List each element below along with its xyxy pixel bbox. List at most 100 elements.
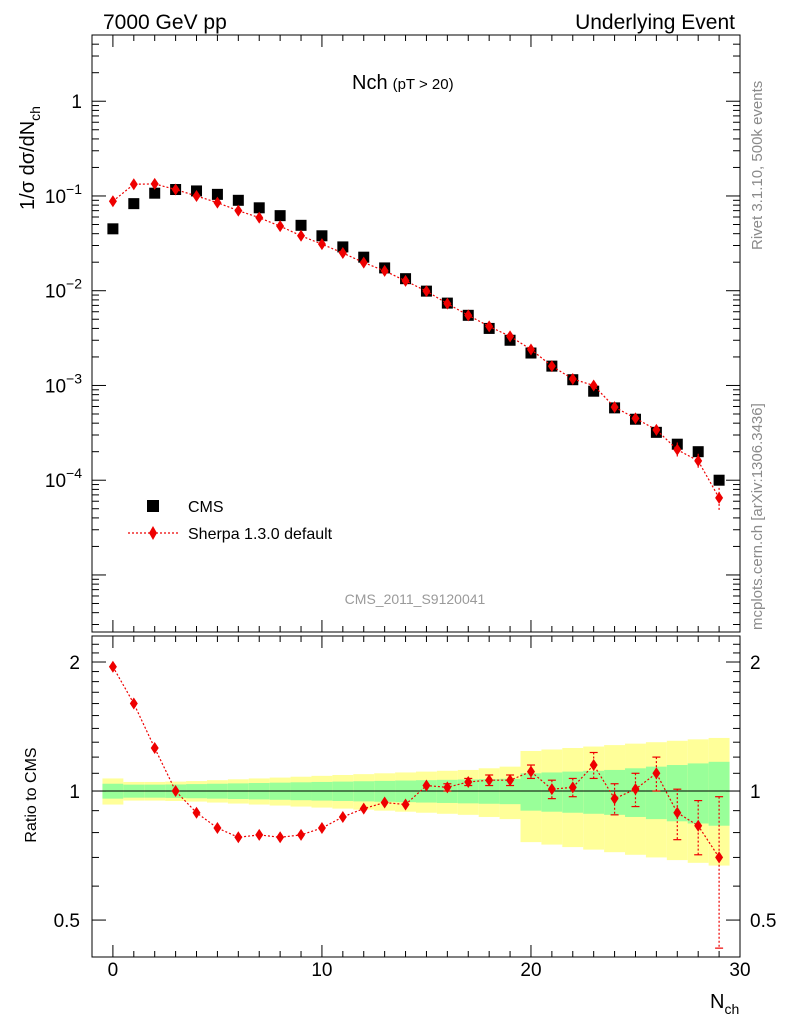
ratio-data-point: [526, 765, 535, 778]
sherpa-data-point: [255, 211, 264, 224]
sherpa-data-point: [192, 189, 201, 202]
ratio-data-point: [673, 806, 682, 819]
ratio-data-point: [255, 828, 264, 841]
legend-cms-label: CMS: [188, 499, 224, 516]
sherpa-data-point: [568, 373, 577, 386]
sherpa-data-point: [108, 195, 117, 208]
sherpa-data-point: [506, 330, 515, 343]
plot-title-main: Nch: [352, 72, 388, 94]
main-frame: [91, 34, 741, 633]
band-inner-bin: [666, 765, 688, 822]
y-axis-title-main: 1/σ dσ/dNch: [17, 106, 43, 210]
ratio-data-point: [589, 759, 598, 772]
ratio-data-point: [631, 783, 640, 796]
cms-data-point: [149, 187, 161, 199]
ratio-data-point: [213, 821, 222, 834]
band-inner-bin: [645, 766, 667, 820]
side-text-lower: mcplots.cern.ch [arXiv:1306.3436]: [749, 403, 766, 630]
sherpa-data-point: [694, 454, 703, 467]
side-text-upper: Rivet 3.1.10, 500k events: [749, 81, 766, 250]
analysis-tag: CMS_2011_S9120041: [345, 591, 486, 607]
y-axis-title-sub: ch: [27, 106, 43, 121]
ratio-data-point: [359, 802, 368, 815]
ratio-data-point: [401, 798, 410, 811]
x-axis-title: Nch: [710, 991, 739, 1017]
ratio-data-point: [422, 779, 431, 792]
ratio-data-point: [276, 831, 285, 844]
sherpa-data-point: [526, 343, 535, 356]
ratio-data-point: [694, 819, 703, 832]
sherpa-data-point: [276, 220, 285, 233]
sherpa-data-point: [297, 229, 306, 242]
sherpa-data-point: [213, 196, 222, 209]
ratio-line: [112, 666, 720, 858]
plot-title: Nch (pT > 20): [352, 72, 454, 94]
legend: CMS Sherpa 1.3.0 default: [128, 499, 333, 543]
sherpa-data-point: [338, 247, 347, 260]
x-tick-label: 0: [108, 960, 119, 981]
ratio-data-point: [234, 831, 243, 844]
ratio-frame: [91, 635, 741, 958]
ratio-data-point: [715, 851, 724, 864]
sherpa-data-point: [317, 238, 326, 251]
y-tick-label: 10−1: [45, 181, 82, 208]
ratio-data-point: [485, 774, 494, 787]
sherpa-data-point: [652, 423, 661, 436]
cms-data-point: [337, 241, 349, 253]
y-tick-label: 10−2: [45, 276, 82, 303]
cms-data-point: [692, 446, 704, 458]
cms-data-point: [128, 198, 140, 210]
sherpa-data-point: [589, 379, 598, 392]
sherpa-data-point: [464, 309, 473, 322]
header-left: 7000 GeV pp: [103, 11, 227, 34]
sherpa-data-point: [715, 491, 724, 504]
ratio-data-point: [568, 781, 577, 794]
ratio-tick-label-right: 0.5: [750, 911, 776, 932]
ratio-data-point: [171, 785, 180, 798]
sherpa-data-point: [401, 274, 410, 287]
ratio-tick-label-right: 2: [750, 653, 761, 674]
ratio-data-point: [338, 810, 347, 823]
cms-data-point: [211, 188, 223, 200]
y-tick-label: 10−3: [45, 370, 82, 397]
ratio-data-point: [192, 806, 201, 819]
ratio-data-point: [380, 796, 389, 809]
sherpa-data-point: [547, 360, 556, 373]
legend-sherpa-marker: [149, 526, 157, 540]
sherpa-data-point: [610, 401, 619, 414]
legend-cms-marker: [147, 500, 159, 512]
sherpa-data-point: [150, 177, 159, 190]
ratio-data-point: [108, 660, 117, 673]
ratio-tick-label-right: 1: [750, 782, 761, 803]
ratio-data-point: [297, 828, 306, 841]
legend-sherpa-label: Sherpa 1.3.0 default: [188, 526, 333, 543]
sherpa-line: [112, 183, 720, 499]
band-inner-bin: [520, 773, 542, 811]
band-inner-bin: [687, 763, 709, 824]
band-inner-bin: [583, 770, 605, 814]
sherpa-data-point: [443, 297, 452, 310]
x-axis-title-text: N: [710, 991, 724, 1013]
ratio-data-point: [443, 781, 452, 794]
cms-data-point: [316, 230, 328, 242]
ratio-data-point: [464, 775, 473, 788]
y-axis-title-text: 1/σ dσ/dN: [17, 121, 39, 210]
sherpa-data-point: [631, 412, 640, 425]
sherpa-data-point: [129, 178, 138, 191]
sherpa-data-point: [234, 204, 243, 217]
y-tick-label: 10−4: [45, 465, 82, 492]
y-axis-title-ratio: Ratio to CMS: [23, 747, 40, 842]
ratio-data-point: [506, 774, 515, 787]
cms-data-point: [713, 474, 725, 486]
plot-title-sub: (pT > 20): [393, 76, 454, 93]
ratio-data-point: [317, 821, 326, 834]
x-axis-title-sub: ch: [724, 1001, 739, 1017]
x-tick-label: 20: [520, 960, 541, 981]
sherpa-data-point: [673, 443, 682, 456]
data-marks: [107, 177, 725, 949]
cms-data-point: [274, 210, 286, 222]
ratio-data-point: [150, 742, 159, 755]
ratio-data-point: [129, 697, 138, 710]
ratio-data-point: [610, 792, 619, 805]
